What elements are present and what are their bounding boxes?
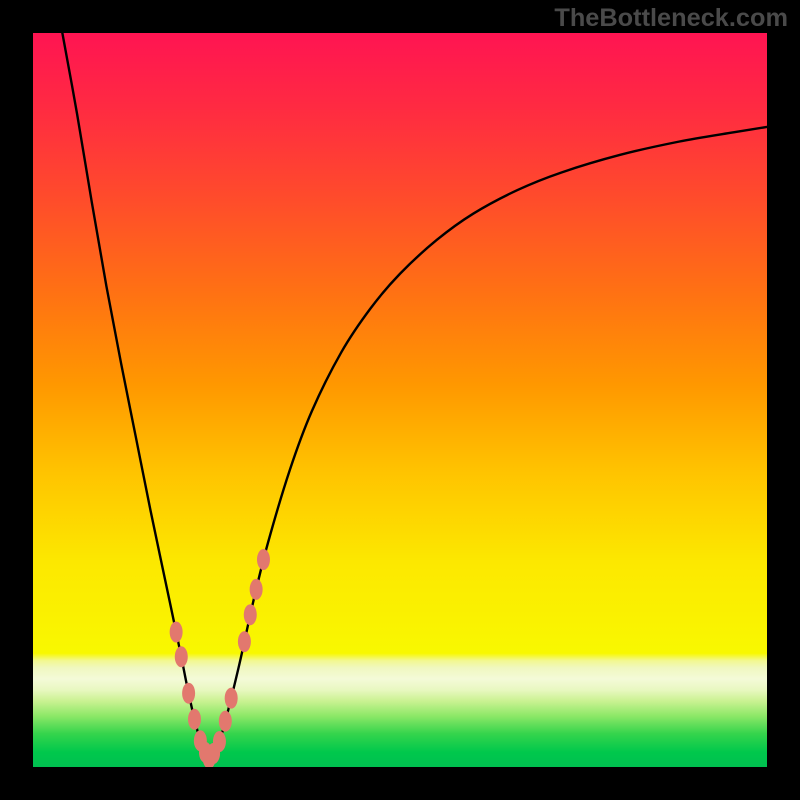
curve-marker [238,631,251,652]
chart-background-gradient [33,33,767,767]
curve-marker [225,688,238,709]
curve-marker [250,579,263,600]
curve-marker [219,711,232,732]
curve-marker [175,646,188,667]
bottleneck-curve-chart [33,33,767,767]
curve-marker [257,549,270,570]
curve-marker [244,604,257,625]
watermark-text: TheBottleneck.com [554,4,788,33]
chart-svg [33,33,767,767]
curve-marker [188,709,201,730]
curve-marker [182,683,195,704]
curve-marker [170,622,183,643]
curve-marker [213,731,226,752]
